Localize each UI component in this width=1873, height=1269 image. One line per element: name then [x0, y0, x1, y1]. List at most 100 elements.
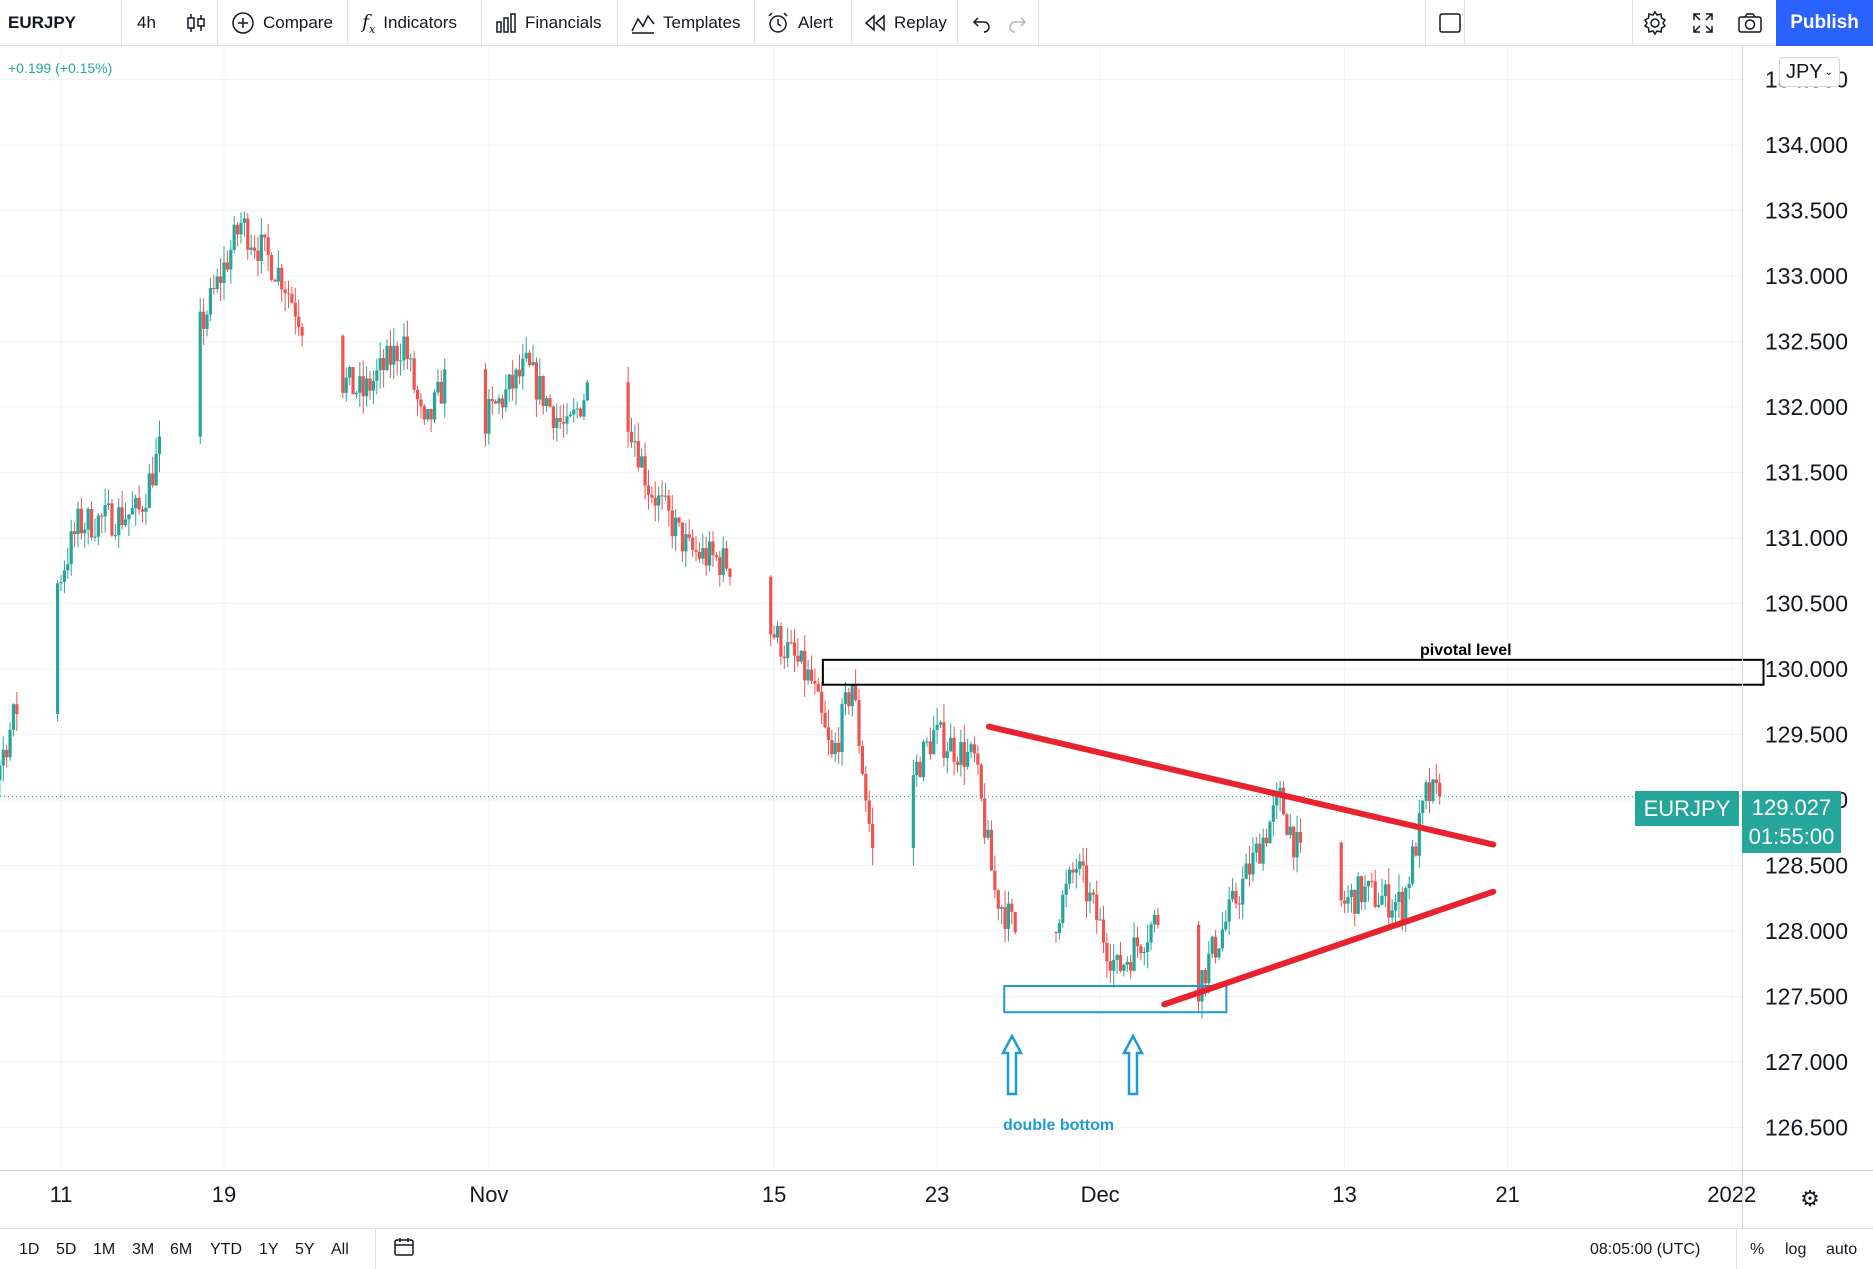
log-scale-toggle[interactable]: log [1785, 1240, 1807, 1258]
candle-body [1292, 826, 1296, 858]
range-1m[interactable]: 1M [93, 1240, 116, 1258]
upper-trendline[interactable] [985, 723, 1497, 848]
candle-body [1363, 886, 1367, 903]
candle-body [1067, 869, 1072, 884]
candle-body [1288, 826, 1292, 835]
range-6m[interactable]: 6M [170, 1240, 193, 1258]
up-arrow-icon[interactable] [1121, 1033, 1145, 1096]
redo-button[interactable] [1007, 0, 1027, 46]
candle-body [1074, 868, 1078, 873]
undo-button[interactable] [972, 0, 992, 46]
last-price-symbol-badge: EURJPY [1635, 791, 1739, 826]
candle-body [1213, 936, 1218, 958]
candle-body [1343, 900, 1347, 904]
candle-body [796, 655, 800, 662]
currency-selector[interactable]: JPY ⌄ [1779, 57, 1840, 87]
candle-body [110, 503, 114, 536]
candle-body [857, 700, 861, 746]
candle-body [769, 576, 773, 635]
symbol-search[interactable]: EURJPY [8, 0, 76, 46]
candle-body [273, 279, 277, 282]
candle-body [106, 503, 111, 505]
double-bottom-label: double bottom [1003, 1117, 1115, 1134]
axis-settings-icon[interactable]: ⚙ [1800, 1187, 1820, 1212]
range-5y[interactable]: 5Y [295, 1240, 315, 1258]
range-5d[interactable]: 5D [56, 1240, 77, 1258]
compare-button[interactable]: Compare [231, 0, 333, 46]
chart-type-button[interactable] [185, 0, 207, 46]
snapshot-button[interactable] [1737, 0, 1763, 46]
settings-button[interactable] [1642, 0, 1668, 46]
candle-body [511, 374, 515, 389]
candle-body [443, 369, 447, 404]
candle-body [113, 535, 117, 537]
candle-body [1064, 883, 1068, 895]
fullscreen-button[interactable] [1691, 0, 1715, 46]
candle-body [925, 741, 929, 743]
up-arrow-icon[interactable] [1000, 1033, 1024, 1096]
indicators-button[interactable]: fx Indicators [362, 0, 457, 46]
candle-body [538, 375, 542, 400]
candle-body [252, 247, 257, 251]
interval-button[interactable]: 4h [137, 0, 156, 46]
lower-trendline[interactable] [1161, 888, 1497, 1008]
candle-body [1264, 837, 1269, 844]
goto-date-button[interactable] [393, 1229, 415, 1269]
financials-icon [495, 12, 517, 34]
alert-button[interactable]: Alert [766, 0, 833, 46]
candle-body [938, 722, 943, 725]
candle-body [1146, 942, 1150, 953]
candle-body [86, 508, 90, 530]
candle-body [1105, 942, 1109, 962]
utc-clock[interactable]: 08:05:00 (UTC) [1590, 1240, 1701, 1258]
candle-body [79, 508, 83, 534]
range-1d[interactable]: 1D [19, 1240, 40, 1258]
candle-body [677, 517, 681, 523]
candle-body [1156, 914, 1160, 925]
range-1y[interactable]: 1Y [259, 1240, 279, 1258]
candle-body [412, 358, 416, 390]
layout-icon [1438, 12, 1462, 34]
candle-body [72, 531, 77, 535]
price-tick-label: 131.000 [1765, 525, 1848, 551]
candle-body [1084, 865, 1089, 902]
candle-body [439, 381, 443, 404]
price-tick-label: 130.500 [1765, 591, 1848, 617]
range-all[interactable]: All [331, 1240, 349, 1258]
candle-body [1220, 929, 1224, 949]
candle-body [864, 773, 868, 801]
candle-body [976, 753, 980, 765]
candle-body [300, 326, 304, 336]
toolbar-divider [347, 0, 348, 46]
candle-body [850, 684, 854, 707]
financials-button[interactable]: Financials [495, 0, 602, 46]
alarm-clock-icon [766, 11, 790, 35]
candle-body [120, 507, 124, 526]
range-ytd[interactable]: YTD [210, 1240, 242, 1258]
candle-body [375, 370, 379, 381]
toolbar-divider [1736, 1229, 1737, 1269]
currency-label: JPY [1785, 60, 1823, 83]
toolbar-divider [217, 0, 218, 46]
price-chart[interactable]: 134.500134.000133.500133.000132.500132.0… [0, 46, 1873, 1228]
candle-body [718, 557, 722, 575]
publish-button[interactable]: Publish [1776, 0, 1873, 46]
auto-scale-toggle[interactable]: auto [1826, 1240, 1858, 1258]
layout-button[interactable] [1438, 0, 1462, 46]
drawings[interactable] [821, 658, 1765, 1096]
candle-body [955, 761, 960, 765]
replay-button[interactable]: Replay [864, 0, 947, 46]
double-bottom-rectangle[interactable] [1003, 985, 1228, 1014]
candle-body [392, 345, 396, 365]
pivotal-level-rectangle[interactable] [821, 658, 1765, 686]
percent-scale-toggle[interactable]: % [1750, 1240, 1765, 1258]
templates-button[interactable]: Templates [631, 0, 740, 46]
candle-body [1081, 861, 1085, 866]
toolbar-divider [617, 0, 618, 46]
range-3m[interactable]: 3M [132, 1240, 155, 1258]
candle-body [680, 522, 685, 552]
candle-body [490, 399, 494, 402]
candle-body [1400, 891, 1404, 922]
candle-body [432, 392, 437, 420]
candle-body [694, 549, 698, 552]
